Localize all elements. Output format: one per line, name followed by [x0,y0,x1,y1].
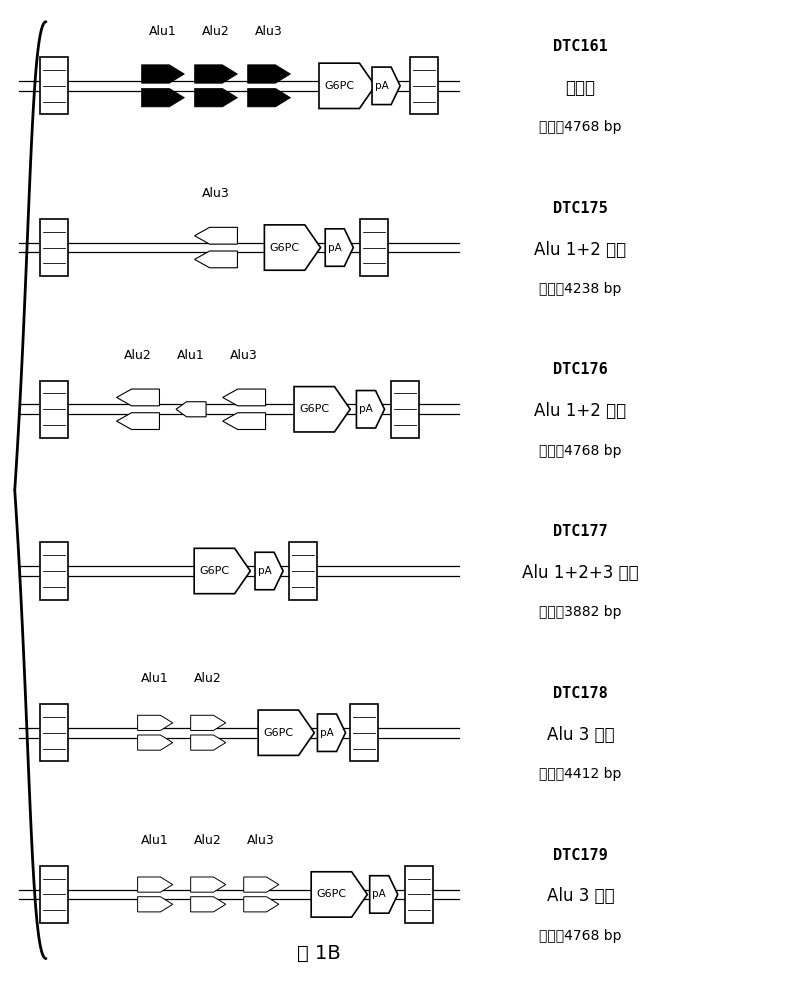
Text: DTC179: DTC179 [553,848,607,862]
Bar [360,219,387,276]
Text: Alu 1+2 反向: Alu 1+2 反向 [534,402,626,420]
Bar [40,219,67,276]
FancyArrow shape [195,227,237,244]
Text: 大小：4768 bp: 大小：4768 bp [539,929,622,943]
FancyArrow shape [294,387,350,432]
FancyArrow shape [258,710,314,755]
Bar [40,704,67,761]
FancyArrow shape [222,413,265,429]
Text: G6PC: G6PC [299,404,330,414]
FancyArrow shape [137,715,173,730]
FancyArrow shape [357,391,384,428]
Text: pA: pA [372,889,386,899]
Text: Alu3: Alu3 [230,349,258,362]
FancyArrow shape [264,225,321,270]
Bar [289,542,318,600]
FancyArrow shape [191,877,225,892]
Text: G6PC: G6PC [269,243,299,253]
FancyArrow shape [195,88,237,107]
Text: pA: pA [359,404,373,414]
FancyArrow shape [141,65,184,83]
Text: DTC176: DTC176 [553,362,607,377]
FancyArrow shape [195,65,237,83]
Text: Alu1: Alu1 [141,672,169,685]
Text: G6PC: G6PC [199,566,229,576]
Text: Alu 3 缺失: Alu 3 缺失 [546,726,614,744]
Text: 大小：3882 bp: 大小：3882 bp [539,605,622,619]
Text: DTC178: DTC178 [553,686,607,701]
Text: Alu1: Alu1 [149,25,177,38]
Bar [40,866,67,923]
Bar [40,57,67,114]
Text: DTC177: DTC177 [553,524,607,539]
Text: G6PC: G6PC [316,889,346,899]
FancyArrow shape [117,413,160,429]
Bar [410,57,438,114]
Text: pA: pA [328,243,341,253]
Text: Alu2: Alu2 [202,25,230,38]
FancyArrow shape [191,735,225,750]
Text: DTC161: DTC161 [553,39,607,54]
Text: pA: pA [375,81,388,91]
Text: Alu3: Alu3 [248,834,276,847]
FancyArrow shape [176,402,206,417]
Text: Alu1: Alu1 [141,834,169,847]
Text: pA: pA [320,728,333,738]
FancyArrow shape [195,251,237,268]
FancyArrow shape [372,67,400,105]
Text: DTC175: DTC175 [553,201,607,216]
Text: 大小：4768 bp: 大小：4768 bp [539,120,622,134]
Text: Alu3: Alu3 [202,187,230,200]
FancyArrow shape [318,714,345,751]
Text: Alu 1+2 缺失: Alu 1+2 缺失 [534,241,626,259]
Text: G6PC: G6PC [264,728,294,738]
FancyArrow shape [191,715,225,730]
Bar [391,381,419,438]
Text: Alu2: Alu2 [124,349,152,362]
Bar [350,704,378,761]
Text: pA: pA [258,566,272,576]
FancyArrow shape [248,88,291,107]
FancyArrow shape [244,897,279,912]
Text: Alu1: Alu1 [177,349,205,362]
Text: 大小：4412 bp: 大小：4412 bp [539,767,622,781]
Text: 大小：4768 bp: 大小：4768 bp [539,444,622,458]
FancyArrow shape [222,389,265,406]
Text: Alu2: Alu2 [195,834,222,847]
FancyArrow shape [370,876,398,913]
FancyArrow shape [137,735,173,750]
Text: Alu2: Alu2 [195,672,222,685]
FancyArrow shape [191,897,225,912]
Text: Alu 3 反向: Alu 3 反向 [546,887,614,905]
FancyArrow shape [195,548,250,594]
FancyArrow shape [141,88,184,107]
FancyArrow shape [326,229,353,266]
Bar [40,542,67,600]
FancyArrow shape [137,897,173,912]
FancyArrow shape [137,877,173,892]
Text: 图 1B: 图 1B [297,944,341,963]
Text: Alu 1+2+3 缺失: Alu 1+2+3 缺失 [522,564,638,582]
Bar [405,866,433,923]
FancyArrow shape [319,63,375,109]
FancyArrow shape [248,65,291,83]
Text: G6PC: G6PC [324,81,354,91]
Text: 大小：4238 bp: 大小：4238 bp [539,282,622,296]
FancyArrow shape [117,389,160,406]
Bar [40,381,67,438]
FancyArrow shape [311,872,368,917]
FancyArrow shape [255,552,283,590]
Text: Alu3: Alu3 [255,25,283,38]
FancyArrow shape [244,877,279,892]
Text: 野生型: 野生型 [565,79,596,97]
